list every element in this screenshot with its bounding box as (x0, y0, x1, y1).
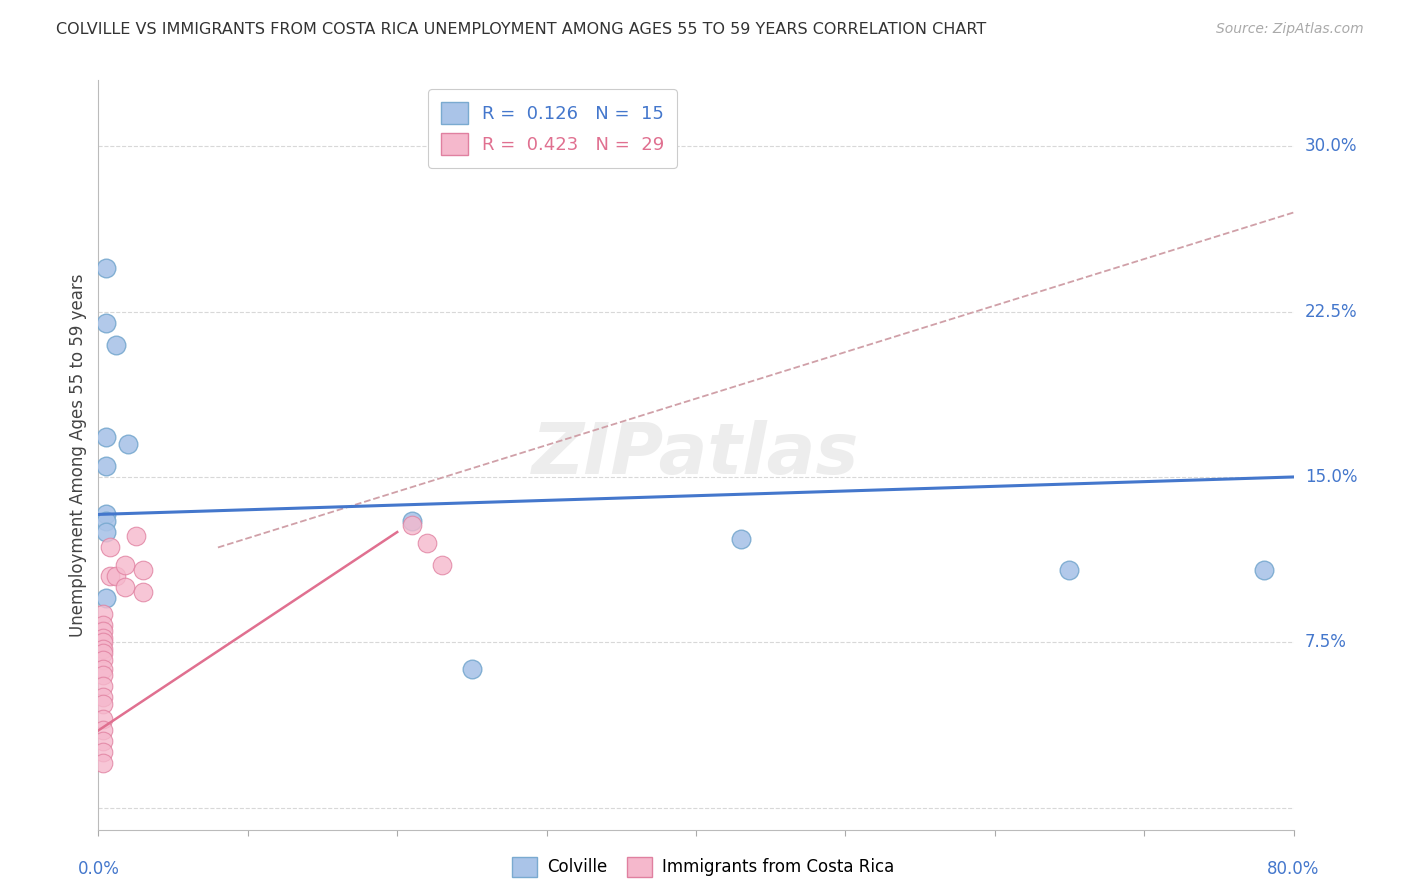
Point (91, 756, 114, 771)
Point (94, 524, 117, 539)
Point (98, 541, 122, 555)
Point (91, 631, 114, 645)
Point (91, 712, 114, 726)
Point (91, 641, 114, 656)
Text: 7.5%: 7.5% (1305, 633, 1347, 651)
Point (91, 653, 114, 667)
Point (730, 532, 752, 546)
Point (94, 591, 117, 606)
Text: 0.0%: 0.0% (77, 860, 120, 878)
Point (91, 679, 114, 693)
Point (94, 260, 117, 275)
Point (105, 569, 128, 583)
Text: ZIPatlas: ZIPatlas (533, 420, 859, 490)
Point (114, 558, 136, 573)
Point (125, 529, 148, 543)
Point (132, 584, 155, 599)
Point (94, 508, 117, 522)
Text: 22.5%: 22.5% (1305, 302, 1357, 321)
Point (91, 624, 114, 639)
Point (91, 646, 114, 660)
Text: 30.0%: 30.0% (1305, 137, 1357, 155)
Point (91, 617, 114, 632)
Point (114, 580, 136, 594)
Point (91, 723, 114, 738)
Point (91, 746, 114, 760)
Point (91, 697, 114, 711)
Text: 15.0%: 15.0% (1305, 468, 1357, 486)
Point (91, 690, 114, 705)
Point (91, 635, 114, 649)
Legend: Colville, Immigrants from Costa Rica: Colville, Immigrants from Costa Rica (505, 850, 901, 884)
Point (132, 562, 155, 576)
Point (91, 662, 114, 676)
Point (461, 662, 484, 676)
Point (94, 430, 117, 444)
Point (94, 458, 117, 473)
Point (94, 514, 117, 528)
Point (416, 536, 439, 550)
Point (401, 514, 423, 528)
Point (91, 734, 114, 748)
Point (91, 607, 114, 621)
Point (98, 569, 122, 583)
Point (1253, 562, 1275, 576)
Point (117, 437, 139, 451)
Point (105, 337, 128, 351)
Legend: R =  0.126   N =  15, R =  0.423   N =  29: R = 0.126 N = 15, R = 0.423 N = 29 (427, 89, 678, 168)
Point (94, 316, 117, 330)
Text: 80.0%: 80.0% (1267, 860, 1320, 878)
Text: Source: ZipAtlas.com: Source: ZipAtlas.com (1216, 22, 1364, 37)
Point (91, 668, 114, 682)
Point (1059, 562, 1081, 576)
Point (430, 558, 453, 573)
Text: COLVILLE VS IMMIGRANTS FROM COSTA RICA UNEMPLOYMENT AMONG AGES 55 TO 59 YEARS CO: COLVILLE VS IMMIGRANTS FROM COSTA RICA U… (56, 22, 987, 37)
Y-axis label: Unemployment Among Ages 55 to 59 years: Unemployment Among Ages 55 to 59 years (69, 273, 87, 637)
Point (401, 518, 423, 533)
